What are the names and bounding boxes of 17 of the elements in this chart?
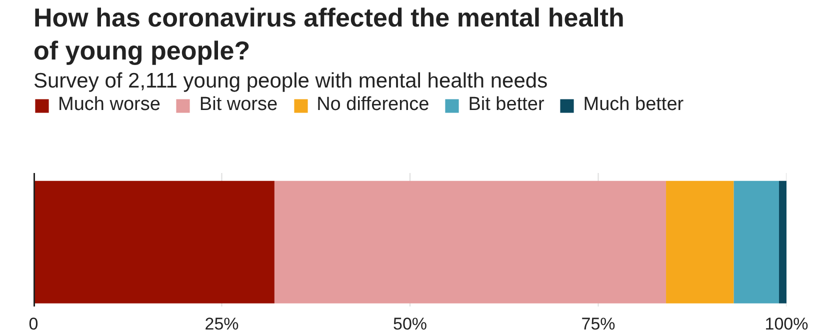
legend-label: Much better	[583, 94, 684, 116]
x-tick-label: 75%	[581, 314, 616, 334]
chart-subtitle: Survey of 2,111 young people with mental health needs	[34, 70, 548, 92]
bar	[778, 180, 786, 304]
x-tick-label: 25%	[204, 314, 239, 334]
legend-label: No difference	[316, 94, 430, 116]
bar	[666, 180, 734, 304]
chart-title: How has coronavirus affected the mental health of young people?	[34, 2, 624, 66]
x-tick-label: 50%	[392, 314, 428, 334]
x-tick-label: 0	[28, 314, 38, 334]
x-tick-label: 100%	[764, 314, 808, 334]
bar	[734, 180, 779, 304]
bar	[34, 180, 274, 304]
bar	[274, 180, 666, 304]
legend-label: Bit better	[468, 94, 544, 116]
legend-label: Bit worse	[199, 94, 278, 116]
legend-label: Much worse	[58, 94, 160, 116]
